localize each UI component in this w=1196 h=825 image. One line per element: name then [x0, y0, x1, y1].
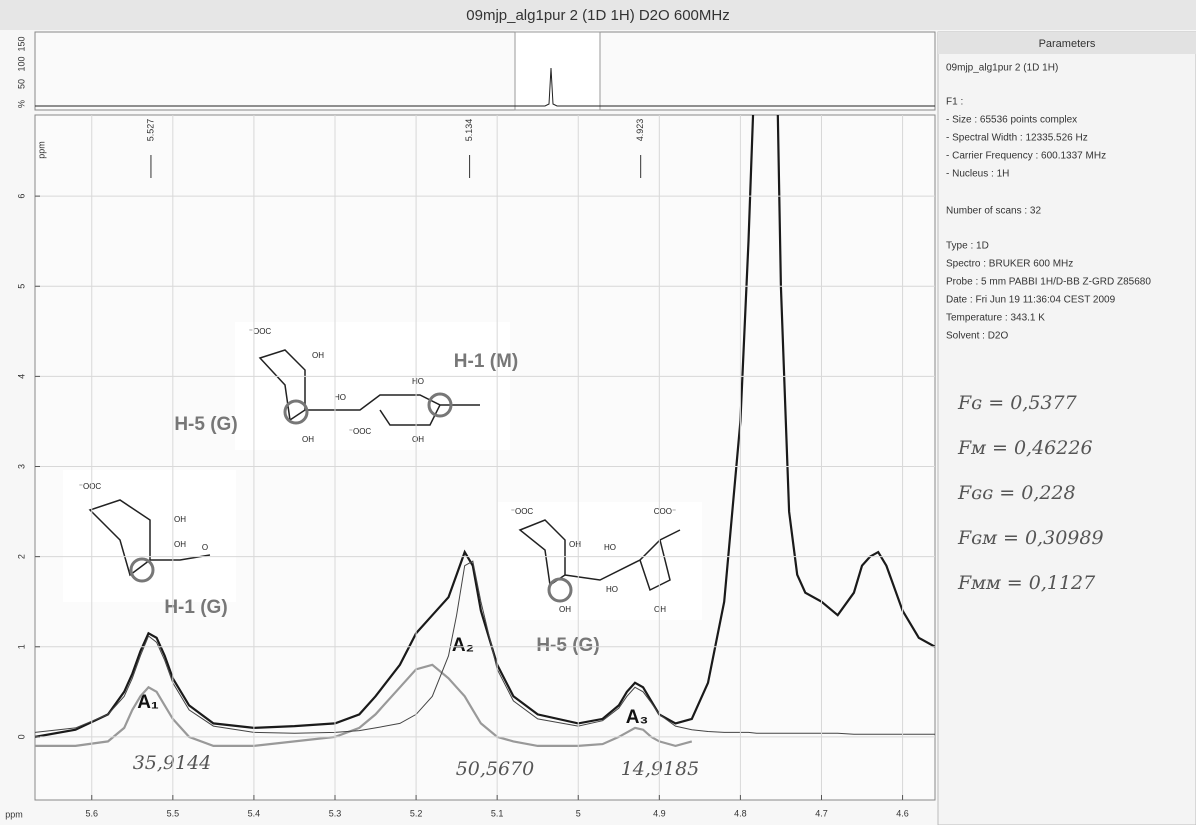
highlight-circle: [129, 557, 155, 583]
parameter-line: Spectro : BRUKER 600 MHz: [946, 259, 1073, 270]
y-axis-label: ppm: [36, 141, 46, 159]
plot-area: [34, 114, 936, 801]
structure-label: O: [202, 543, 208, 552]
spectrum-line: [35, 663, 693, 748]
structure-box: [497, 502, 702, 620]
peak-area-label: A₂: [452, 635, 474, 656]
handwritten-fraction: Fᴍ = 0,46226: [957, 437, 1093, 459]
title-bar: [0, 0, 1196, 30]
highlight-circle: [547, 577, 573, 603]
structure-label: OH: [174, 515, 186, 524]
highlight-circle: [427, 392, 453, 418]
parameter-line: Type : 1D: [946, 241, 989, 252]
x-tick-label: 4.7: [815, 808, 828, 818]
structure-label: OH: [569, 540, 581, 549]
structure-label: OH: [559, 605, 571, 614]
overview-tick-label: 50: [16, 79, 26, 89]
spectrum-line: [35, 560, 935, 735]
overview-tick-label: 100: [16, 56, 26, 71]
handwritten-fraction: Fᴍᴍ = 0,1127: [957, 572, 1096, 594]
structure-label: ⁻OOC: [79, 482, 102, 491]
parameter-line: 09mjp_alg1pur 2 (1D 1H): [946, 63, 1058, 74]
handwritten-fraction: Fɢɢ = 0,228: [957, 482, 1076, 504]
y-tick-label: 4: [16, 374, 26, 379]
overview-tick-label: 150: [16, 36, 26, 51]
peak-pick-label: 5.527: [145, 119, 155, 142]
y-tick-label: 2: [16, 554, 26, 559]
annotation: H-1 (M): [454, 351, 518, 372]
overview-window: [514, 31, 601, 111]
parameters-header-bg: [938, 32, 1196, 54]
parameter-line: - Carrier Frequency : 600.1337 MHz: [946, 151, 1106, 162]
peak-pick-label: 4.923: [635, 119, 645, 142]
x-tick-label: 5.1: [491, 808, 504, 818]
x-tick-label: 5.4: [248, 808, 261, 818]
integral: 35,9144: [133, 752, 212, 774]
overview-trace: [35, 67, 935, 107]
structure-label: HO: [604, 543, 616, 552]
y-tick-label: 1: [16, 644, 26, 649]
parameter-line: - Nucleus : 1H: [946, 169, 1009, 180]
parameters-panel: [937, 31, 1196, 825]
parameter-line: F1 :: [946, 97, 963, 108]
x-tick-label: 5.2: [410, 808, 423, 818]
parameters-header: Parameters: [1039, 38, 1096, 50]
structure-label: OH: [302, 435, 314, 444]
overview-tick-label: %: [16, 100, 26, 108]
chart-title: 09mjp_alg1pur 2 (1D 1H) D2O 600MHz: [466, 7, 729, 24]
integral: 50,5670: [456, 758, 535, 780]
integral: 14,9185: [621, 758, 700, 780]
x-tick-label: 5.5: [167, 808, 180, 818]
structure-label: HO: [412, 377, 424, 386]
structure-label: HO: [334, 393, 346, 402]
x-tick-label: 5.3: [329, 808, 342, 818]
parameter-line: Number of scans : 32: [946, 206, 1041, 217]
structure-label: COO⁻: [654, 507, 676, 516]
parameter-line: Date : Fri Jun 19 11:36:04 CEST 2009: [946, 295, 1116, 306]
peak-area-label: A₃: [626, 707, 649, 728]
structure-label: OH: [412, 435, 424, 444]
x-tick-label: 5: [576, 808, 581, 818]
structure-label: OH: [654, 605, 666, 614]
y-tick-label: 0: [16, 734, 26, 739]
x-tick-label: 4.9: [653, 808, 666, 818]
x-tick-label: 4.8: [734, 808, 747, 818]
parameter-line: Temperature : 343.1 K: [946, 313, 1045, 324]
structure: [497, 502, 702, 620]
spectrum-line: [35, 115, 935, 738]
x-axis-label: ppm: [5, 809, 23, 819]
peak-area-label: A₁: [137, 692, 159, 713]
structure-label: ⁻OOC: [349, 427, 372, 436]
y-tick-label: 6: [16, 194, 26, 199]
annotation: H-1 (G): [164, 597, 227, 618]
y-tick-label: 5: [16, 284, 26, 289]
peak-pick-label: 5.134: [464, 119, 474, 142]
parameter-line: - Size : 65536 points complex: [946, 115, 1077, 126]
overview-panel: [34, 31, 936, 111]
parameter-line: - Spectral Width : 12335.526 Hz: [946, 133, 1088, 144]
highlight-circle: [283, 399, 309, 425]
structure: [235, 322, 510, 450]
parameter-line: Probe : 5 mm PABBI 1H/D-BB Z-GRD Z85680: [946, 277, 1151, 288]
structure-label: ⁻OOC: [511, 507, 534, 516]
annotation: H-5 (G): [174, 414, 237, 435]
structure-label: OH: [174, 540, 186, 549]
x-tick-label: 4.6: [896, 808, 909, 818]
structure-label: HO: [606, 585, 618, 594]
annotation: H-5 (G): [536, 635, 599, 656]
handwritten-fraction: Fɢ = 0,5377: [957, 392, 1078, 414]
structure-label: OH: [312, 351, 324, 360]
handwritten-fraction: Fɢᴍ = 0,30989: [957, 527, 1104, 549]
structure-label: ⁻OOC: [249, 327, 272, 336]
y-tick-label: 3: [16, 464, 26, 469]
structure-box: [235, 322, 510, 450]
parameter-line: Solvent : D2O: [946, 331, 1008, 342]
x-tick-label: 5.6: [85, 808, 98, 818]
structure-bonds: [518, 519, 681, 592]
